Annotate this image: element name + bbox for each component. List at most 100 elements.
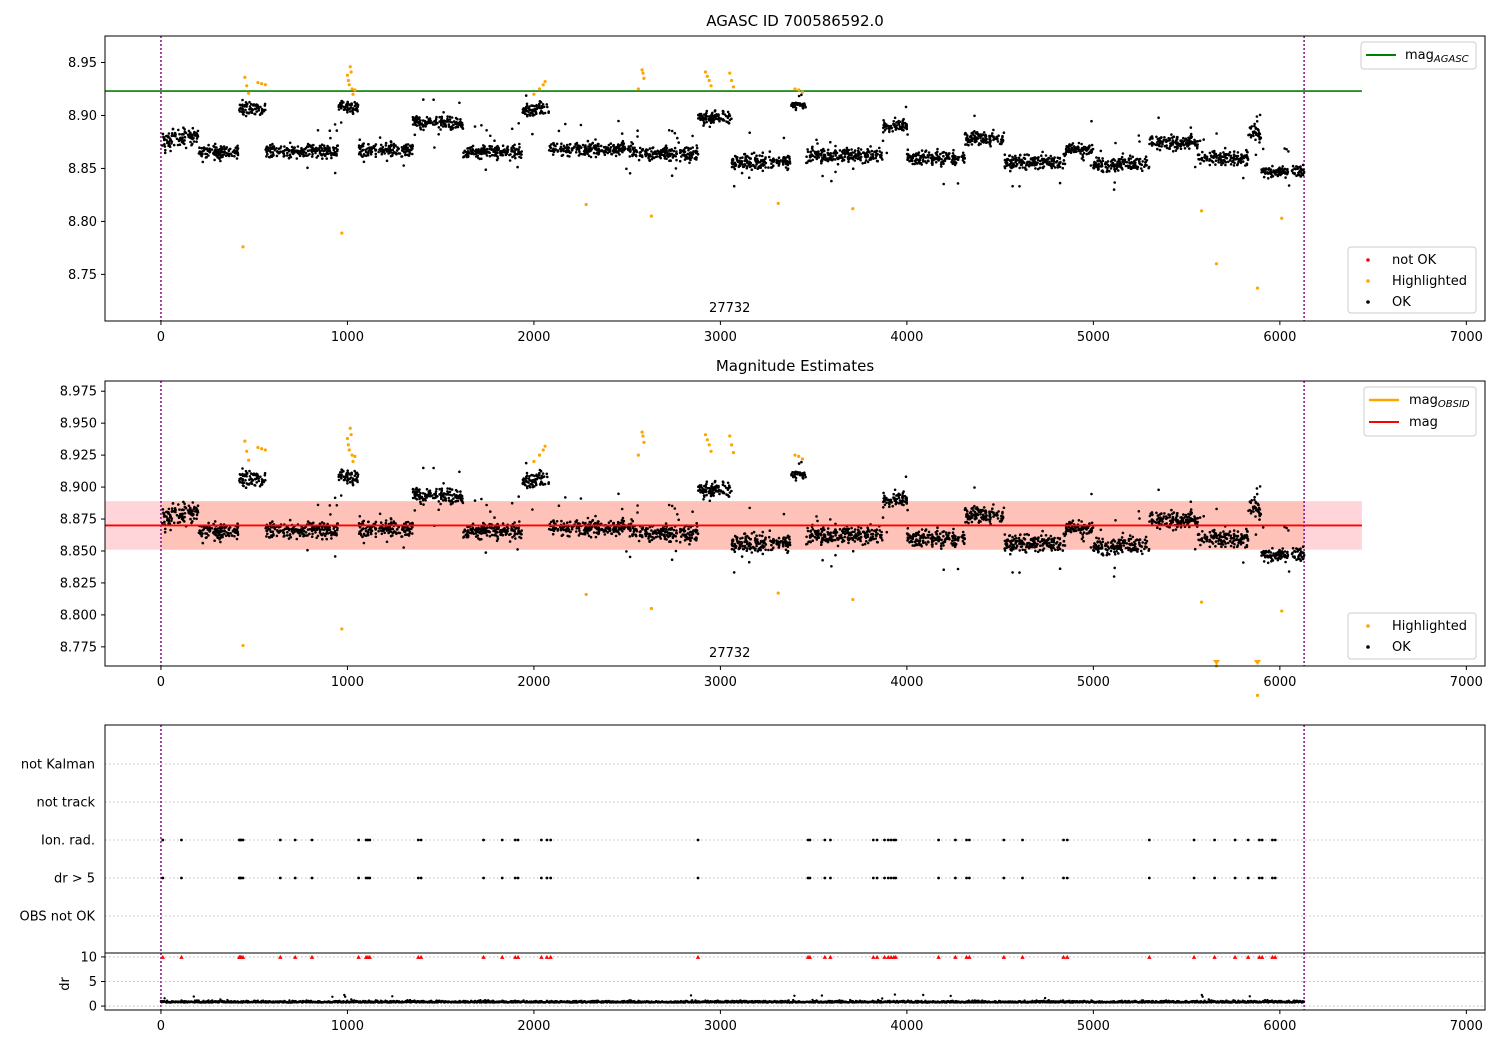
- ok-point: [523, 483, 527, 487]
- ok-point: [489, 510, 492, 513]
- highlighted-point: [642, 76, 646, 80]
- ok-point: [405, 149, 409, 153]
- ok-point: [227, 152, 231, 156]
- ok-point: [694, 150, 697, 153]
- ok-point: [184, 506, 188, 510]
- ok-point: [562, 149, 565, 153]
- ok-point: [1111, 163, 1115, 166]
- ok-point: [528, 108, 531, 111]
- ok-point: [1056, 156, 1060, 159]
- ok-point: [427, 490, 431, 493]
- ok-point: [273, 149, 277, 152]
- ok-point: [1290, 169, 1294, 173]
- ok-point: [678, 540, 682, 544]
- ok-point: [1255, 133, 1258, 136]
- ok-point: [1104, 162, 1107, 166]
- ok-point: [195, 517, 198, 521]
- ok-point: [1217, 161, 1220, 164]
- ok-point: [516, 548, 519, 551]
- ok-point: [834, 144, 837, 148]
- ok-point: [177, 516, 181, 520]
- ok-point: [417, 490, 421, 493]
- ok-point: [870, 153, 873, 156]
- highlighted-point: [729, 78, 734, 83]
- ok-point: [595, 526, 598, 530]
- ok-point: [220, 535, 223, 539]
- ok-point: [915, 161, 918, 165]
- ok-point: [315, 527, 319, 530]
- ok-point: [287, 527, 291, 531]
- y-tick-label: 8.95: [68, 56, 97, 71]
- ok-point: [1090, 150, 1094, 153]
- ok-point: [962, 160, 966, 164]
- highlighted-point: [345, 73, 350, 77]
- ok-point: [485, 503, 488, 507]
- ok-point: [482, 149, 486, 152]
- ok-point: [1163, 144, 1167, 148]
- ok-point: [446, 487, 449, 490]
- ok-point: [566, 154, 569, 158]
- ok-point: [351, 478, 355, 482]
- ok-point: [1141, 169, 1144, 173]
- ok-point: [206, 149, 210, 152]
- ok-point: [335, 504, 339, 507]
- ok-point: [473, 125, 477, 128]
- ok-point: [665, 146, 669, 150]
- ok-point: [195, 137, 199, 140]
- ok-point: [391, 534, 394, 537]
- ok-point: [964, 143, 967, 146]
- ok-point: [857, 147, 860, 150]
- ok-point: [248, 105, 252, 108]
- ok-point: [526, 114, 529, 118]
- ok-point: [295, 537, 299, 541]
- ok-point: [694, 156, 698, 159]
- ok-point: [609, 146, 613, 149]
- ok-point: [495, 147, 499, 151]
- ok-point: [561, 153, 565, 157]
- panel-2-title: Magnitude Estimates: [716, 357, 874, 375]
- ok-point: [900, 128, 904, 132]
- ok-point: [1118, 161, 1122, 164]
- ok-point: [1097, 165, 1101, 168]
- ok-point: [928, 153, 932, 157]
- ok-point: [1116, 160, 1119, 164]
- ok-point: [1137, 134, 1141, 137]
- ok-point: [318, 527, 321, 531]
- ok-point: [739, 156, 742, 160]
- ok-point: [550, 143, 553, 146]
- ok-point: [1179, 145, 1182, 148]
- ok-point: [288, 141, 292, 145]
- ok-point: [718, 119, 721, 123]
- ok-point: [568, 520, 572, 524]
- ok-point: [749, 164, 753, 167]
- ok-point: [1052, 159, 1056, 163]
- ok-point: [1002, 131, 1006, 134]
- ok-point: [597, 529, 601, 533]
- ok-point: [508, 159, 512, 162]
- ok-point: [190, 143, 193, 147]
- ok-point: [721, 112, 725, 115]
- ok-point: [1080, 157, 1084, 160]
- ok-point: [992, 128, 995, 132]
- ok-point: [257, 109, 261, 112]
- ok-point: [308, 528, 312, 531]
- ok-point: [456, 490, 459, 493]
- ok-point: [524, 94, 528, 97]
- ok-point: [892, 120, 895, 123]
- ok-point: [676, 513, 679, 516]
- ok-point: [698, 114, 701, 117]
- ok-point: [564, 528, 567, 532]
- ok-point: [1005, 158, 1009, 161]
- ok-point: [242, 110, 246, 114]
- ok-point: [460, 494, 464, 498]
- ok-point: [743, 159, 746, 163]
- ok-point: [1144, 164, 1148, 167]
- ok-point: [224, 154, 228, 158]
- ok-point: [705, 111, 708, 115]
- ok-point: [223, 529, 226, 533]
- ok-point: [547, 110, 550, 113]
- ok-point: [245, 105, 248, 108]
- ok-point: [946, 155, 950, 159]
- ok-point: [1009, 169, 1012, 173]
- ok-point: [761, 163, 765, 166]
